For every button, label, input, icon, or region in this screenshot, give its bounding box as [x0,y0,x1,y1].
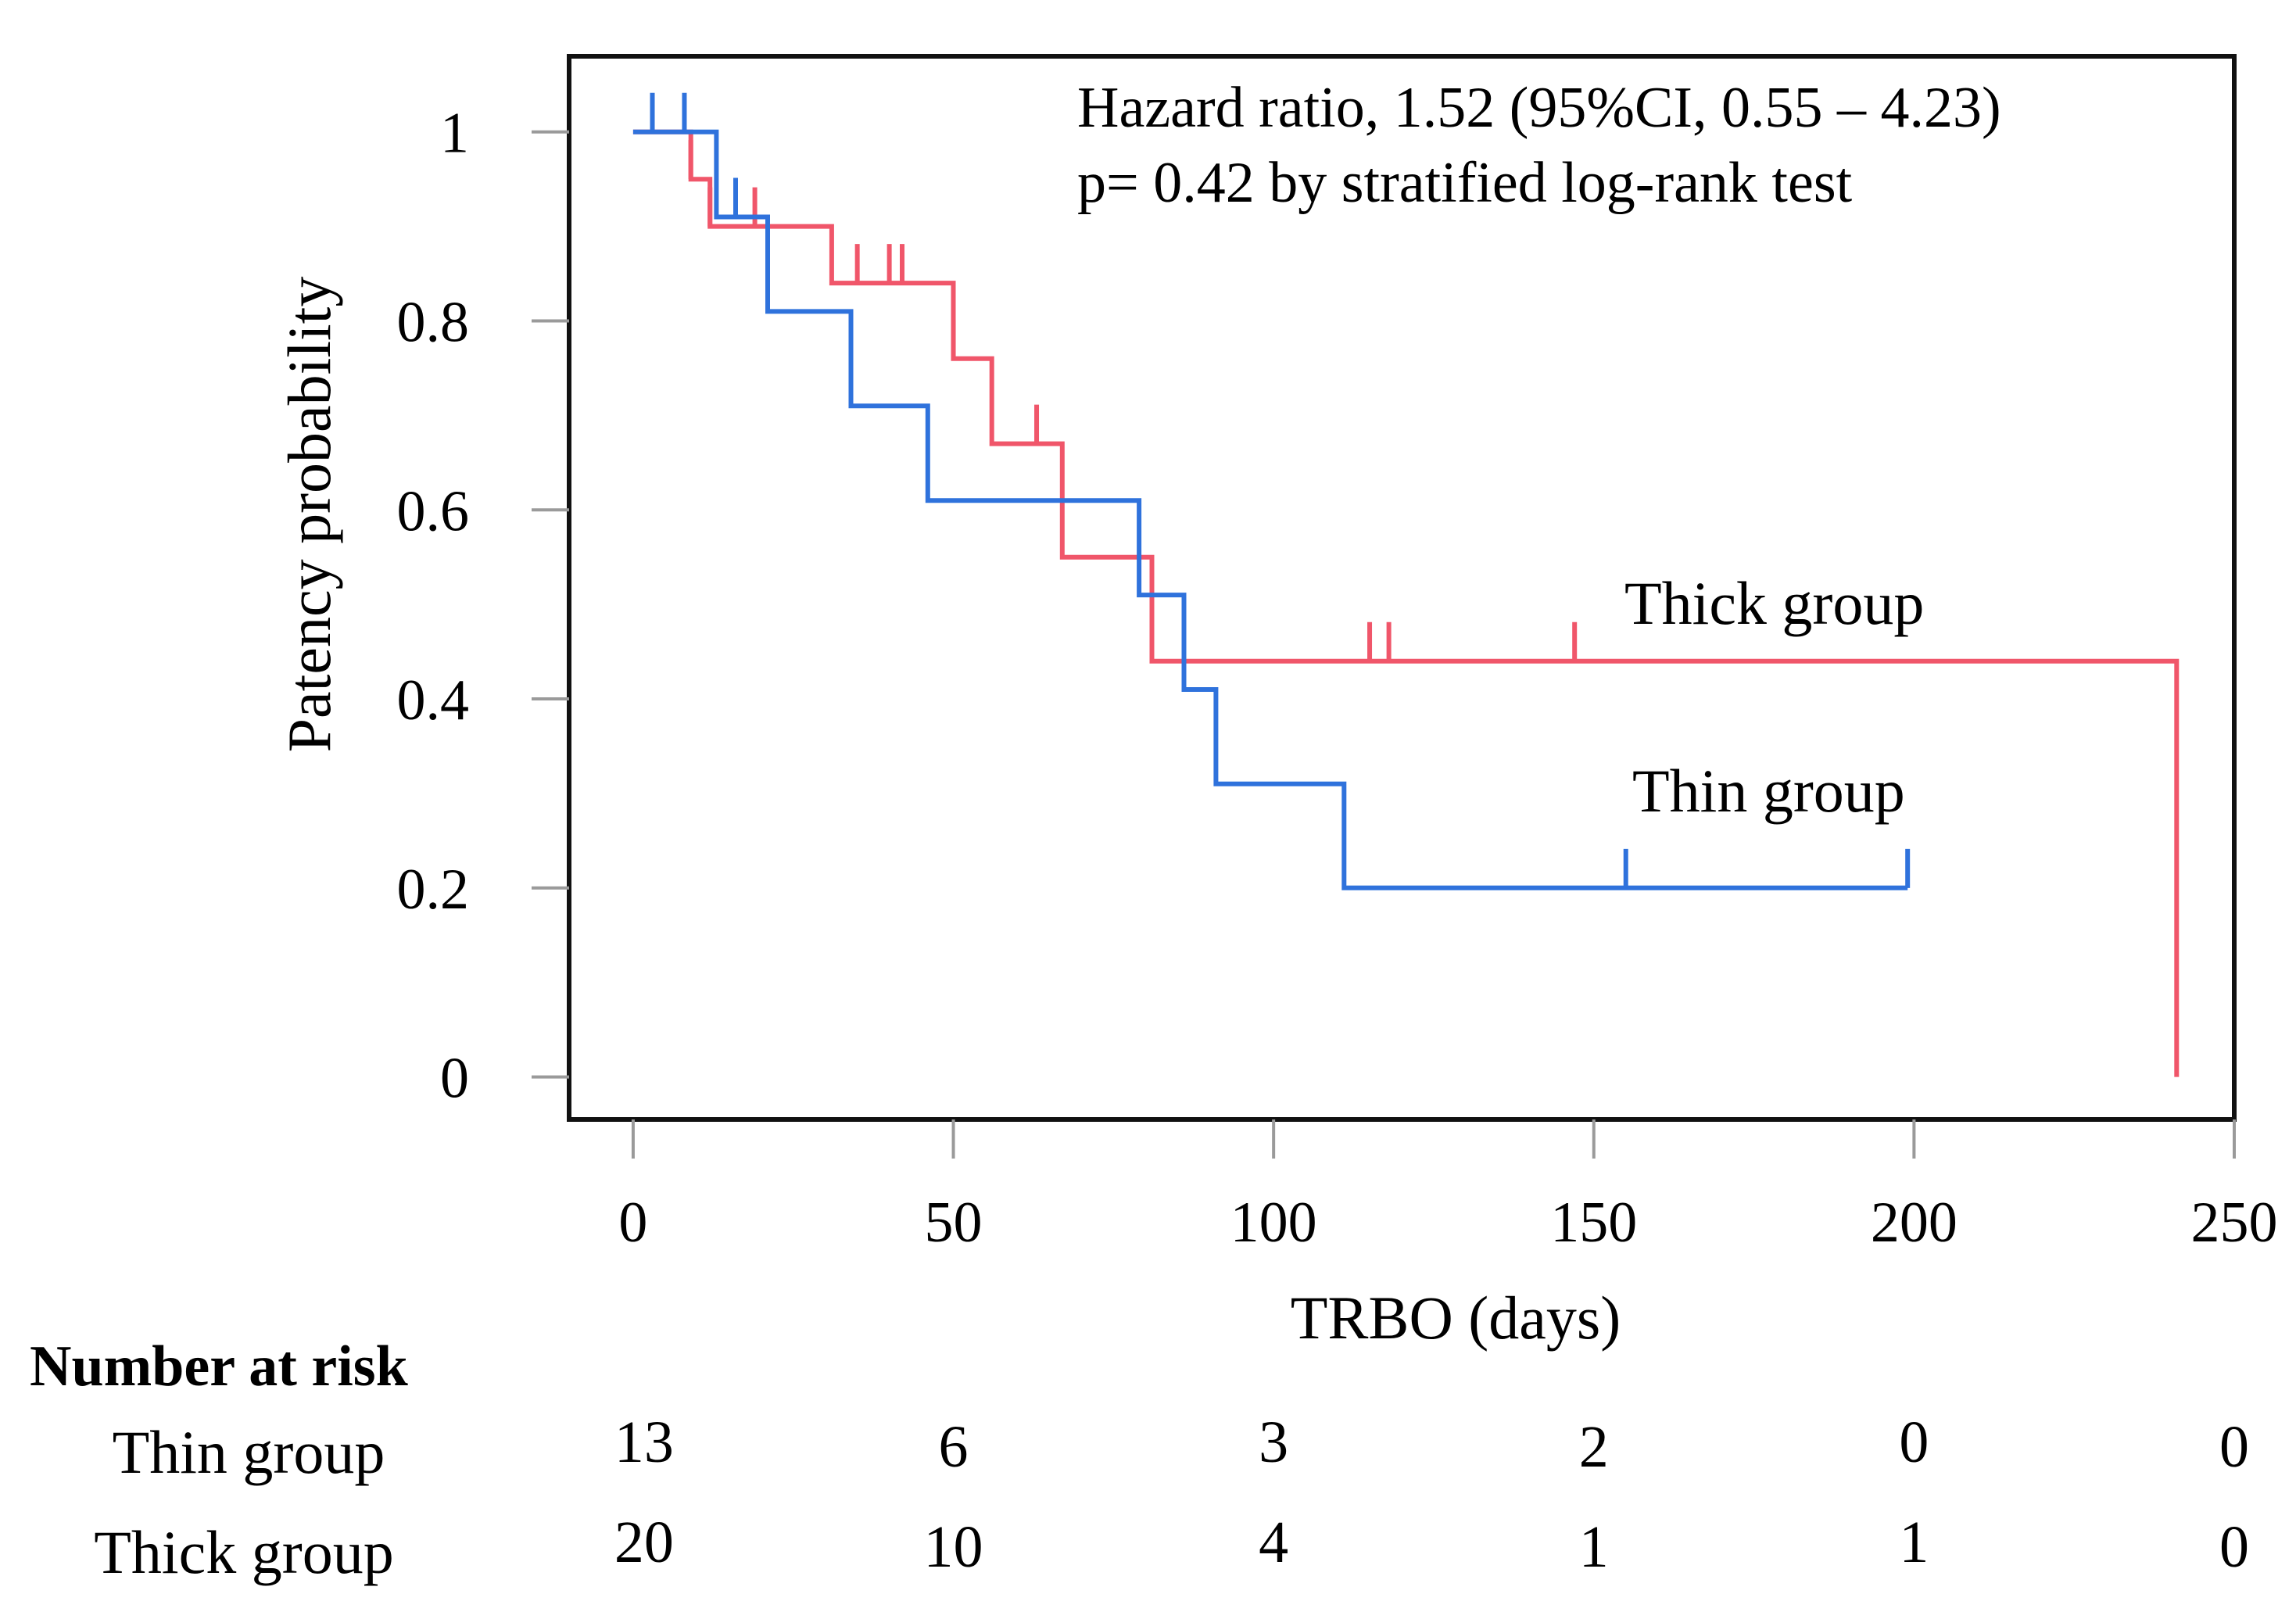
risk-value: 6 [939,1414,969,1480]
x-tick-label: 200 [1871,1191,1958,1255]
x-tick-label: 100 [1230,1191,1317,1255]
x-axis-title: TRBO (days) [1291,1284,1621,1352]
y-tick-label: 0.6 [397,479,470,543]
y-tick-label: 0.2 [397,858,470,922]
hazard-ratio-text: Hazard ratio, 1.52 (95%CI, 0.55 – 4.23) [1077,76,2001,140]
plot-frame [567,54,2237,1122]
p-value-text: p= 0.42 by stratified log-rank test [1077,151,1853,215]
risk-value: 3 [1259,1409,1288,1475]
x-tick-label: 0 [618,1191,647,1255]
risk-value: 10 [924,1514,983,1580]
y-tick-label: 1 [440,102,469,166]
y-tick-label: 0 [440,1047,469,1111]
risk-row-label: Thin group [113,1418,385,1486]
risk-value: 1 [1579,1514,1609,1580]
y-tick-label: 0.4 [397,668,470,732]
y-tick-label: 0.8 [397,290,470,354]
risk-value: 0 [1899,1409,1929,1475]
risk-row-label: Thick group [94,1518,393,1586]
risk-value: 2 [1579,1414,1609,1480]
thick-group-label: Thick group [1624,569,1924,637]
risk-value: 20 [614,1510,674,1575]
risk-value: 4 [1259,1510,1288,1575]
y-axis-title: Patency probability [275,277,343,753]
series-line-thick-group [632,129,2180,1077]
risk-value: 1 [1899,1510,1929,1575]
series-line-thin-group [632,129,1908,890]
risk-value: 0 [2219,1414,2249,1480]
x-tick-label: 250 [2191,1191,2278,1255]
thin-group-label: Thin group [1632,757,1905,825]
x-tick-label: 50 [925,1191,983,1255]
risk-value: 13 [614,1409,674,1475]
risk-value: 0 [2219,1514,2249,1580]
x-tick-label: 150 [1550,1191,1637,1255]
number-at-risk-title: Number at risk [30,1334,409,1399]
